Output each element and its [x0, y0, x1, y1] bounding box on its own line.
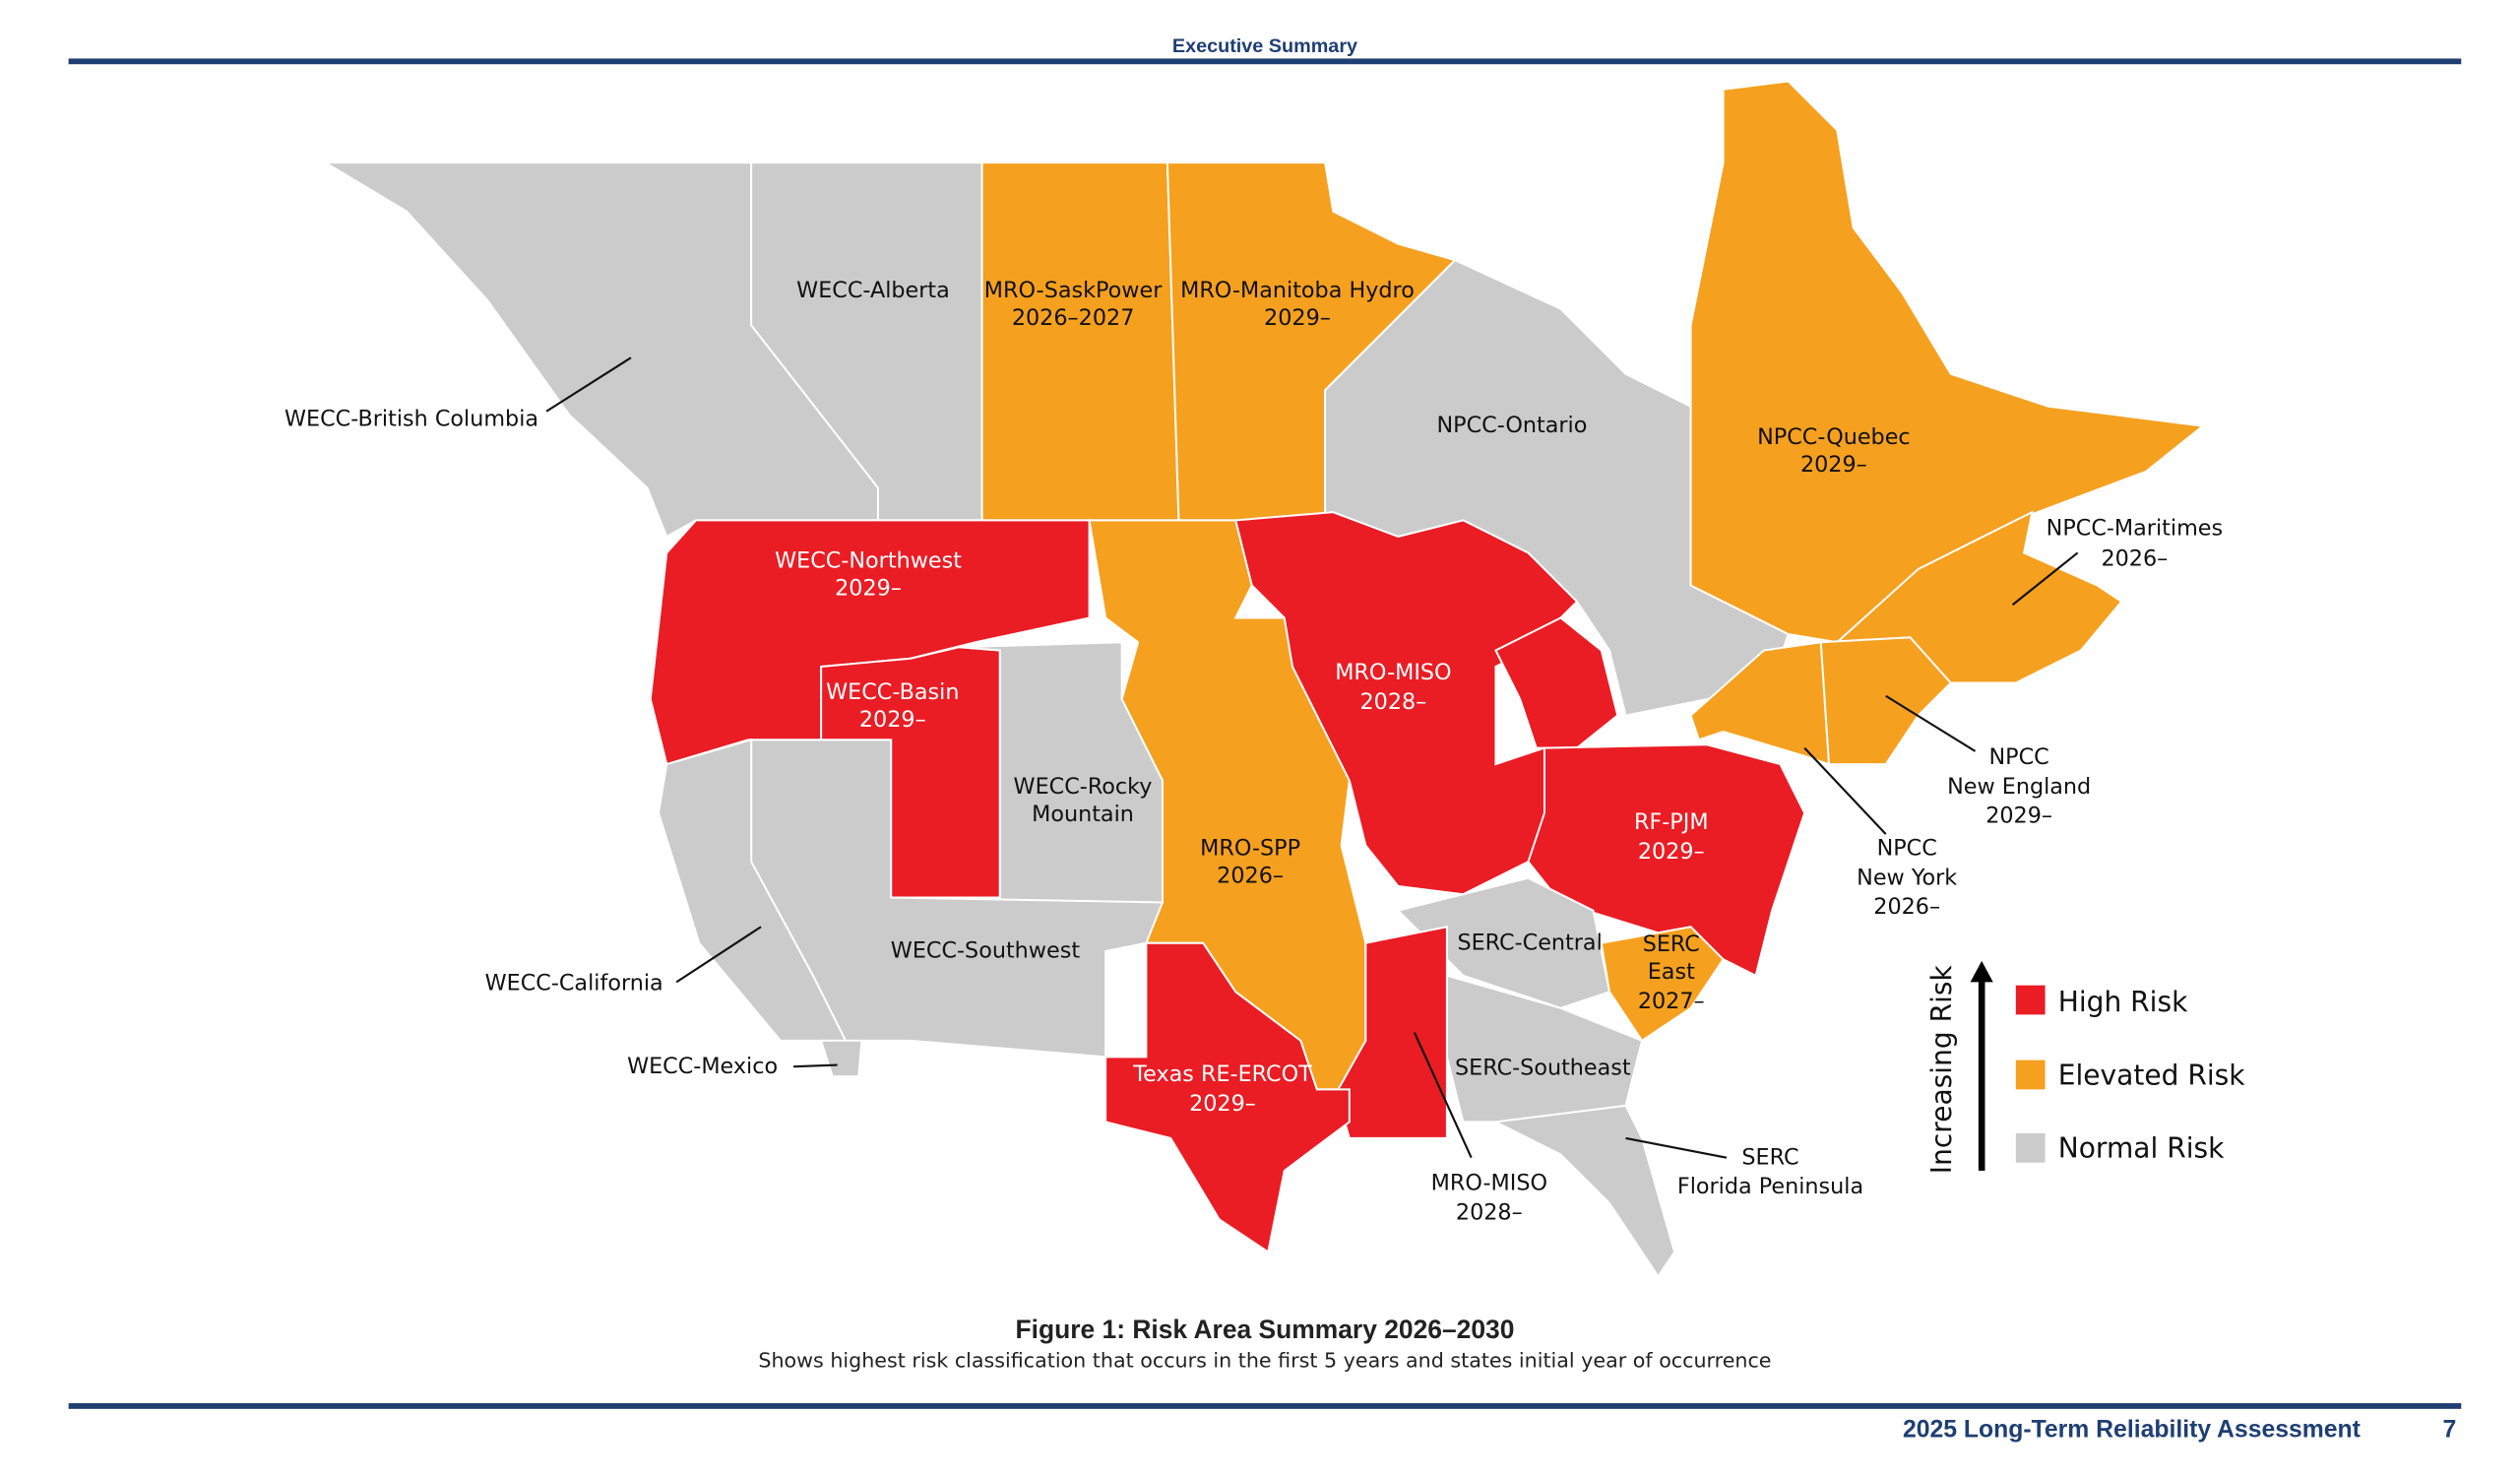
label-maritimes-year: 2026– — [2101, 546, 2168, 572]
region-texas-ercot[interactable] — [1104, 941, 1351, 1254]
label-sask-year: 2026–2027 — [1012, 305, 1135, 331]
legend-swatch-elevated — [2015, 1060, 2046, 1090]
label-pjm: RF-PJM — [1634, 809, 1709, 835]
label-serc-east-year: 2027– — [1638, 989, 1705, 1014]
region-labels: WECC-British Columbia WECC-Alberta MRO-S… — [284, 278, 2223, 1225]
legend-label-elevated: Elevated Risk — [2058, 1059, 2246, 1091]
footer-title: 2025 Long-Term Reliability Assessment — [1903, 1417, 2361, 1444]
label-serc-east-2: East — [1648, 959, 1695, 985]
label-serc-central: SERC-Central — [1457, 930, 1602, 955]
legend-swatch-high — [2015, 985, 2046, 1015]
label-serc-east-1: SERC — [1643, 932, 1700, 957]
label-newyork-2: New York — [1857, 865, 1957, 890]
label-newengland-year: 2029– — [1985, 803, 2052, 829]
label-rocky-2: Mountain — [1032, 802, 1134, 827]
header-rule — [68, 58, 2462, 65]
region-wecc-mexico[interactable] — [819, 1039, 863, 1078]
arrow-head-icon — [1970, 960, 1993, 983]
region-saskpower[interactable] — [980, 161, 1180, 522]
label-miso: MRO-MISO — [1335, 660, 1451, 685]
label-california: WECC-California — [485, 971, 663, 996]
label-sask: MRO-SaskPower — [984, 278, 1163, 303]
label-serc-southeast: SERC-Southeast — [1455, 1055, 1631, 1080]
label-texas-year: 2029– — [1189, 1091, 1256, 1117]
label-miso-south: MRO-MISO — [1431, 1171, 1547, 1196]
label-manitoba: MRO-Manitoba Hydro — [1180, 278, 1415, 303]
region-rocky-mountain[interactable] — [959, 641, 1164, 904]
label-quebec-year: 2029– — [1800, 452, 1867, 478]
region-serc-florida[interactable] — [1492, 1104, 1676, 1279]
label-texas: Texas RE-ERCOT — [1132, 1061, 1312, 1087]
label-bc: WECC-British Columbia — [284, 407, 538, 432]
label-alberta: WECC-Alberta — [796, 278, 950, 303]
label-florida-1: SERC — [1741, 1144, 1798, 1170]
label-quebec: NPCC-Quebec — [1757, 424, 1911, 450]
legend: Increasing Risk High Risk Elevated Risk … — [1925, 960, 2246, 1174]
legend-label-normal: Normal Risk — [2058, 1132, 2225, 1165]
region-mro-miso-michigan[interactable] — [1494, 616, 1619, 749]
legend-swatch-normal — [2015, 1132, 2046, 1163]
label-newengland-1: NPCC — [1989, 744, 2049, 770]
label-rocky-1: WECC-Rocky — [1014, 774, 1153, 800]
figure-subcaption: Shows highest risk classification that o… — [758, 1349, 1771, 1373]
header-title: Executive Summary — [1172, 35, 1357, 57]
legend-label-high: High Risk — [2058, 986, 2188, 1018]
label-pjm-year: 2029– — [1638, 839, 1705, 865]
label-miso-year: 2028– — [1359, 689, 1426, 715]
label-florida-2: Florida Peninsula — [1677, 1174, 1863, 1199]
page-number: 7 — [2443, 1417, 2457, 1444]
label-spp: MRO-SPP — [1200, 836, 1300, 862]
label-northwest-year: 2029– — [835, 575, 902, 601]
figure-caption: Figure 1: Risk Area Summary 2026–2030 — [1016, 1315, 1515, 1344]
label-newyork-year: 2026– — [1873, 894, 1940, 920]
region-rf-pjm[interactable] — [1527, 743, 1806, 978]
label-spp-year: 2026– — [1217, 864, 1284, 889]
label-northwest: WECC-Northwest — [775, 547, 962, 573]
leader-lines — [545, 356, 2079, 1159]
label-southwest: WECC-Southwest — [891, 938, 1081, 964]
label-newengland-2: New England — [1947, 774, 2091, 800]
label-basin-year: 2029– — [859, 707, 926, 733]
legend-axis-label: Increasing Risk — [1925, 964, 1958, 1174]
label-manitoba-year: 2029– — [1264, 305, 1331, 331]
label-miso-south-year: 2028– — [1456, 1199, 1523, 1225]
footer-rule — [68, 1403, 2462, 1409]
risk-map — [321, 80, 2206, 1279]
region-mro-miso-south[interactable] — [1335, 926, 1448, 1139]
label-ontario: NPCC-Ontario — [1436, 413, 1587, 438]
label-mexico: WECC-Mexico — [627, 1054, 778, 1079]
label-basin: WECC-Basin — [826, 679, 959, 705]
label-newyork-1: NPCC — [1877, 836, 1937, 862]
label-maritimes: NPCC-Maritimes — [2047, 515, 2223, 541]
region-serc-east[interactable] — [1600, 926, 1725, 1043]
